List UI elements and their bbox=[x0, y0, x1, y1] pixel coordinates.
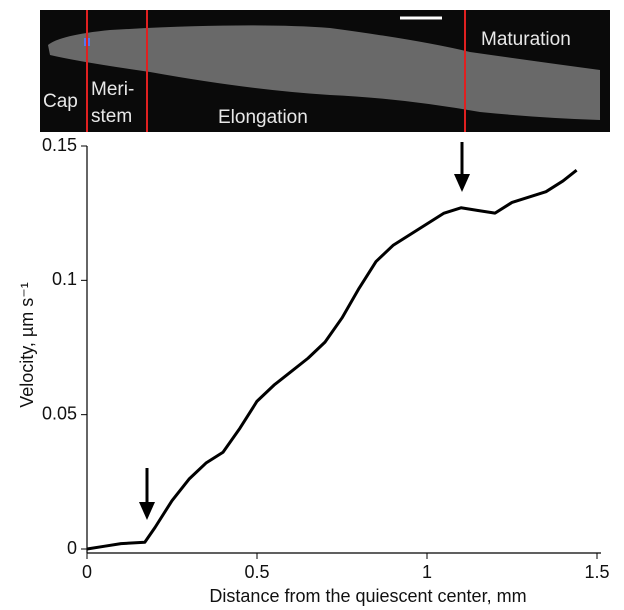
root-shape bbox=[48, 25, 600, 120]
zone-label: Elongation bbox=[218, 107, 308, 128]
zone-label: stem bbox=[91, 106, 132, 127]
root-image: Cap Meri- stem Elongation Maturation bbox=[40, 10, 610, 132]
arrows bbox=[139, 142, 470, 520]
arrow-head bbox=[139, 502, 155, 520]
x-tick-label: 1 bbox=[422, 562, 432, 582]
arrow-head bbox=[454, 174, 470, 192]
zone-label: Cap bbox=[43, 91, 78, 112]
y-tick-label: 0 bbox=[67, 538, 77, 558]
x-tick-label: 1.5 bbox=[584, 562, 609, 582]
zone-label: Meri- bbox=[91, 79, 134, 100]
y-tick-label: 0.1 bbox=[52, 269, 77, 289]
x-tick-label: 0.5 bbox=[244, 562, 269, 582]
x-tick-label: 0 bbox=[82, 562, 92, 582]
y-axis-label: Velocity, µm s⁻¹ bbox=[17, 282, 37, 408]
x-axis-label: Distance from the quiescent center, mm bbox=[209, 586, 526, 606]
zone-label: Maturation bbox=[481, 29, 571, 50]
y-tick-label: 0.05 bbox=[42, 403, 77, 423]
velocity-line bbox=[86, 169, 578, 551]
y-tick-label: 0.15 bbox=[42, 135, 77, 155]
